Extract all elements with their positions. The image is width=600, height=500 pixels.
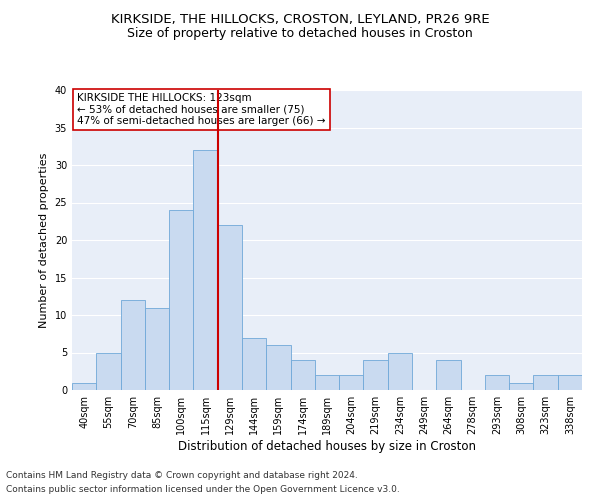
Bar [364, 360, 388, 390]
Bar [193, 150, 218, 390]
Bar [533, 375, 558, 390]
Bar [218, 225, 242, 390]
Bar [169, 210, 193, 390]
Bar [290, 360, 315, 390]
Bar [72, 382, 96, 390]
Bar [315, 375, 339, 390]
Text: KIRKSIDE, THE HILLOCKS, CROSTON, LEYLAND, PR26 9RE: KIRKSIDE, THE HILLOCKS, CROSTON, LEYLAND… [110, 12, 490, 26]
Bar [145, 308, 169, 390]
Bar [121, 300, 145, 390]
X-axis label: Distribution of detached houses by size in Croston: Distribution of detached houses by size … [178, 440, 476, 453]
Bar [266, 345, 290, 390]
Bar [485, 375, 509, 390]
Bar [96, 352, 121, 390]
Bar [558, 375, 582, 390]
Bar [388, 352, 412, 390]
Bar [339, 375, 364, 390]
Y-axis label: Number of detached properties: Number of detached properties [39, 152, 49, 328]
Text: Size of property relative to detached houses in Croston: Size of property relative to detached ho… [127, 28, 473, 40]
Text: Contains public sector information licensed under the Open Government Licence v3: Contains public sector information licen… [6, 485, 400, 494]
Text: KIRKSIDE THE HILLOCKS: 123sqm
← 53% of detached houses are smaller (75)
47% of s: KIRKSIDE THE HILLOCKS: 123sqm ← 53% of d… [77, 93, 326, 126]
Bar [242, 338, 266, 390]
Bar [509, 382, 533, 390]
Bar [436, 360, 461, 390]
Text: Contains HM Land Registry data © Crown copyright and database right 2024.: Contains HM Land Registry data © Crown c… [6, 471, 358, 480]
